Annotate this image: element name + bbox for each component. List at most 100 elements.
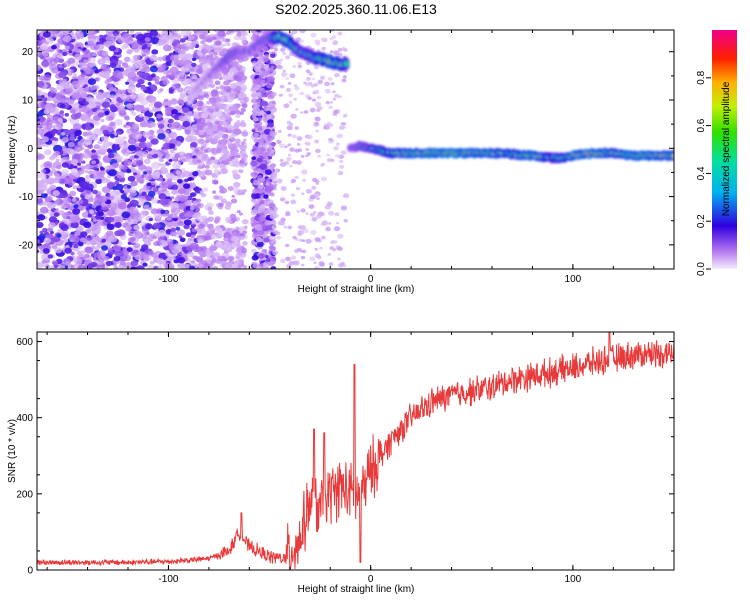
spectrogram-noise-blob [250, 171, 258, 178]
spectrogram-noise-blob [300, 255, 306, 260]
spectrogram-noise-blob [179, 92, 187, 98]
spectrogram-noise-blob [68, 98, 75, 104]
spectrogram-noise-blob [324, 88, 331, 94]
spectrogram-noise-blob [77, 162, 81, 166]
spectrogram-noise-blob [129, 212, 135, 217]
spectrogram-noise-blob [232, 172, 239, 178]
spectrogram-noise-blob [78, 97, 84, 102]
spectrogram-noise-blob [37, 197, 43, 204]
spectrogram-noise-blob [117, 36, 126, 44]
spectrogram-noise-blob [163, 180, 173, 189]
spectrogram-noise-blob [92, 135, 99, 141]
spectrogram-noise-blob [342, 48, 348, 52]
spectrogram-noise-blob [218, 103, 226, 110]
spectrogram-noise-blob [79, 237, 87, 243]
spectrogram-noise-blob [111, 143, 121, 151]
spectrogram-noise-blob [157, 133, 166, 140]
spectrogram-noise-blob [235, 114, 241, 119]
spectrogram-noise-blob [154, 80, 160, 85]
spectrogram-noise-blob [159, 198, 169, 206]
spectrogram-noise-blob [230, 155, 235, 160]
spectrogram-noise-blob [186, 245, 194, 252]
spectrogram-noise-blob [135, 160, 144, 166]
spectrogram-noise-blob [328, 222, 332, 225]
spectrogram-noise-blob [114, 249, 124, 258]
spectrogram-noise-blob [316, 95, 322, 100]
spectrogram-noise-blob [37, 214, 46, 221]
spectrogram-noise-blob [299, 111, 304, 115]
spectrogram-noise-blob [122, 136, 127, 140]
spectrogram-noise-blob [85, 247, 93, 254]
spectrogram-noise-blob [42, 39, 47, 44]
spectrogram-noise-blob [116, 102, 121, 107]
spectrogram-noise-blob [172, 32, 182, 40]
spectrogram-noise-blob [337, 47, 343, 52]
spectrogram-noise-blob [224, 204, 232, 210]
spectrogram-noise-blob [209, 245, 217, 252]
spectrogram-noise-blob [224, 264, 229, 268]
spectrogram-noise-blob [131, 134, 136, 139]
spectrogram-noise-blob [53, 150, 60, 157]
spectrogram-noise-blob [221, 153, 226, 158]
spectrogram-noise-blob [172, 161, 182, 169]
spectrogram-noise-blob [151, 49, 159, 55]
spectrogram-noise-blob [160, 163, 166, 168]
spectrogram-noise-blob [273, 48, 279, 52]
spectrogram-noise-blob [130, 266, 136, 269]
spectrogram-noise-blob [105, 260, 113, 267]
spectrogram-noise-blob [85, 241, 92, 246]
spectrogram-noise-blob [190, 147, 195, 151]
spectrogram-noise-blob [329, 50, 334, 54]
spectrogram-noise-blob [308, 204, 315, 210]
spectrogram-noise-blob [157, 90, 162, 94]
spectrogram-noise-blob [62, 51, 68, 57]
spectrogram-noise-blob [171, 189, 178, 195]
spectrogram-noise-blob [189, 206, 195, 211]
spectrogram-noise-blob [99, 34, 104, 39]
spectrogram-noise-blob [177, 202, 187, 210]
spectrogram-noise-blob [339, 164, 345, 169]
spectrogram-noise-blob [168, 31, 173, 36]
spectrogram-noise-blob [86, 151, 93, 156]
spectrogram-noise-blob [328, 105, 333, 110]
spectrogram-noise-blob [144, 123, 149, 127]
spectrogram-noise-blob [58, 65, 63, 69]
spectrogram-noise-blob [104, 110, 110, 116]
spectrogram-noise-blob [341, 122, 347, 126]
spectrogram-noise-blob [50, 231, 54, 234]
spectrogram-noise-blob [178, 75, 186, 82]
spectrogram-noise-blob [143, 48, 150, 54]
spectrogram-noise-blob [110, 101, 115, 105]
spectrogram-noise-blob [177, 99, 185, 105]
spectrogram-noise-blob [144, 257, 149, 261]
spectrogram-noise-blob [197, 239, 203, 244]
spectrogram-noise-blob [133, 224, 141, 231]
spectrogram-noise-blob [314, 101, 322, 107]
spectrogram-noise-blob [309, 107, 316, 113]
spectrogram-noise-blob [270, 165, 275, 169]
spectrogram-noise-blob [77, 199, 84, 205]
spectrogram-noise-blob [279, 159, 284, 162]
spectrogram-noise-blob [224, 114, 232, 120]
spectrogram-noise-blob [256, 157, 263, 163]
spectrogram-noise-blob [104, 56, 110, 61]
spectrogram-noise-blob [69, 190, 77, 197]
spectrogram-noise-blob [324, 81, 330, 87]
spectrogram-noise-blob [97, 91, 103, 96]
spectrogram-noise-blob [54, 247, 63, 254]
spectrogram-noise-blob [64, 113, 70, 117]
spectrogram-noise-blob [162, 44, 172, 52]
spectrogram-noise-blob [87, 213, 93, 218]
spectrogram-noise-blob [43, 237, 52, 244]
spectrogram-noise-blob [335, 142, 340, 146]
spectrogram-noise-blob [184, 211, 193, 219]
spectrogram-noise-blob [82, 79, 90, 85]
spectrogram-noise-blob [71, 198, 77, 202]
spectrogram-noise-blob [46, 117, 52, 123]
spectrogram-noise-blob [174, 48, 182, 53]
spectrogram-noise-blob [239, 111, 244, 116]
spectrogram-noise-blob [58, 178, 67, 185]
spectrogram-noise-blob [92, 52, 97, 57]
spectrogram-noise-blob [150, 138, 159, 145]
spectrogram-noise-blob [276, 178, 283, 184]
